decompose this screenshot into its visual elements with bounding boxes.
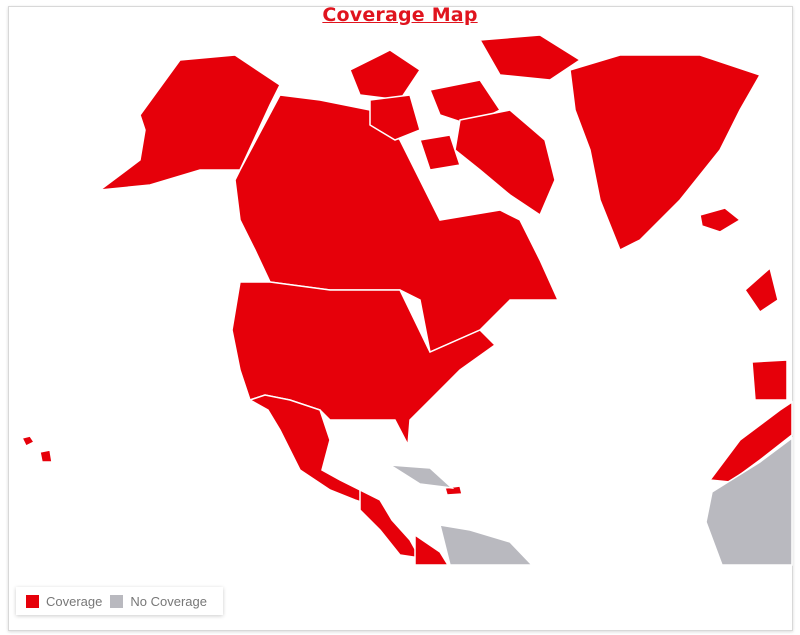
region-south-america[interactable] <box>438 524 534 566</box>
region-hawaii[interactable] <box>39 449 53 463</box>
region-arctic-island[interactable] <box>419 134 461 171</box>
region-uk-ireland[interactable] <box>744 266 779 314</box>
region-iberia[interactable] <box>751 359 788 401</box>
region-iceland[interactable] <box>699 207 742 233</box>
legend-item-no-coverage[interactable]: No Coverage <box>110 594 207 609</box>
coverage-regions <box>20 34 793 566</box>
region-cuba[interactable] <box>389 464 455 490</box>
legend-item-coverage[interactable]: Coverage <box>26 594 102 609</box>
region-central-america[interactable] <box>359 488 422 559</box>
region-arctic-island[interactable] <box>349 49 422 101</box>
coverage-swatch <box>26 594 39 608</box>
region-greenland[interactable] <box>569 54 762 252</box>
no-coverage-regions <box>389 436 793 566</box>
region-alaska[interactable] <box>97 54 281 192</box>
map-legend: Coverage No Coverage <box>16 587 223 615</box>
no-coverage-swatch <box>110 594 124 608</box>
region-hawaii[interactable] <box>20 435 36 448</box>
legend-label: No Coverage <box>130 593 207 609</box>
region-baffin-island[interactable] <box>454 109 556 217</box>
region-africa[interactable] <box>705 436 793 566</box>
map-title: Coverage Map <box>322 4 478 26</box>
legend-label: Coverage <box>46 593 103 609</box>
region-arctic-island[interactable] <box>369 94 421 141</box>
region-arctic-island[interactable] <box>478 34 582 81</box>
region-colombia[interactable] <box>414 533 450 566</box>
